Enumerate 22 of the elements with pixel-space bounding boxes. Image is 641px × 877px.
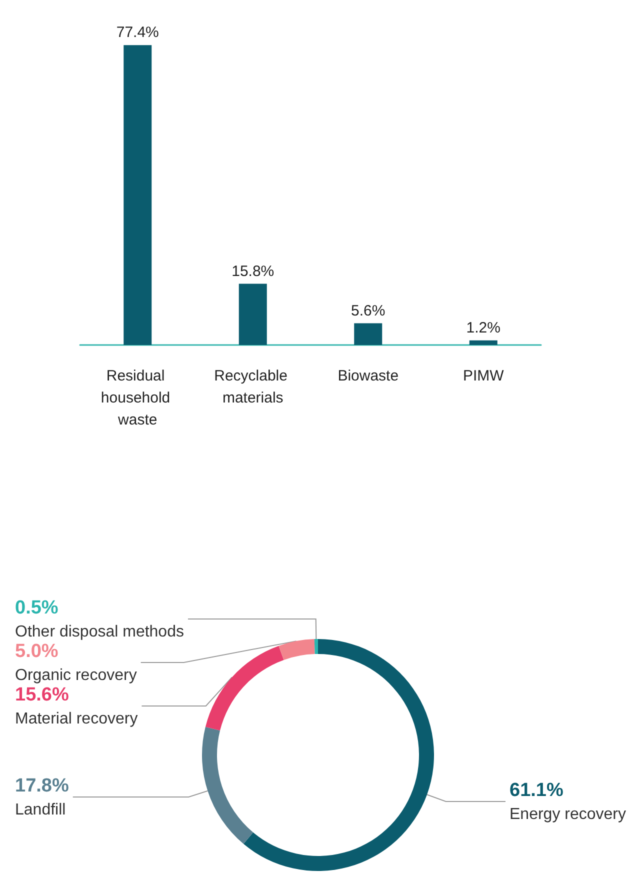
x-tick-label: Recyclable materials — [214, 368, 292, 406]
slice-label: Other disposal methods — [15, 624, 184, 641]
x-tick-label: PIMW — [462, 368, 505, 384]
bar — [124, 45, 152, 345]
data-label: 5.6% — [351, 302, 386, 320]
data-label: 77.4% — [116, 24, 159, 42]
slice-label: Landfill — [15, 802, 66, 819]
bar — [469, 340, 498, 345]
slice-label: Organic recovery — [15, 667, 137, 684]
data-label: 1.2% — [466, 319, 500, 336]
bar — [354, 323, 382, 345]
slice-label: Energy recovery — [510, 806, 626, 823]
data-label: 61.1% — [510, 780, 564, 801]
data-label: 0.5% — [15, 598, 58, 619]
data-label: 5.0% — [15, 641, 58, 662]
data-label: 15.8% — [232, 262, 274, 280]
data-label: 17.8% — [15, 776, 69, 797]
x-tick-label: Biowaste — [338, 368, 399, 384]
data-label: 15.6% — [15, 684, 69, 706]
slice-label: Material recovery — [15, 710, 138, 728]
bar — [238, 284, 267, 345]
x-tick-label: Residual household waste — [100, 368, 174, 428]
